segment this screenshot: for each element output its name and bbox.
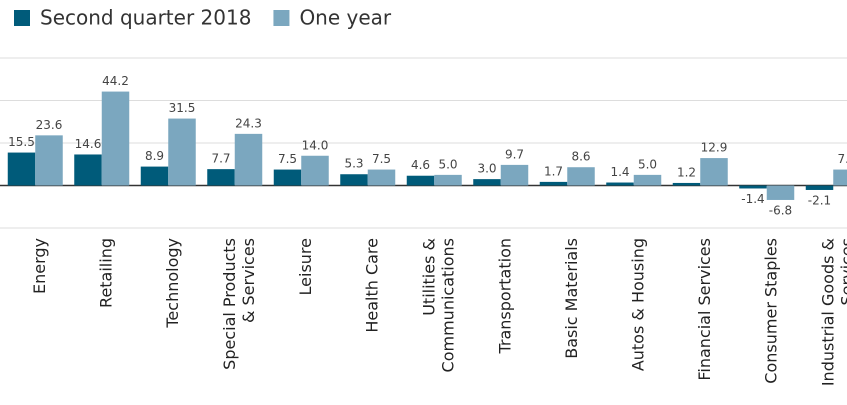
- bar: [473, 179, 501, 186]
- bar: [766, 185, 795, 200]
- bar: [101, 91, 130, 186]
- value-label: 24.3: [235, 116, 262, 130]
- value-label: 8.6: [571, 150, 590, 164]
- value-label: 14.6: [75, 137, 102, 151]
- x-tick-label: Autos & Housing: [628, 238, 647, 371]
- legend-swatch: [273, 10, 290, 26]
- value-label: 3.0: [477, 162, 496, 176]
- value-label: 14.0: [302, 138, 329, 152]
- x-tick-label: Services: [837, 238, 847, 305]
- bar: [833, 169, 847, 186]
- x-tick-label: Energy: [30, 238, 49, 294]
- x-tick-label: Technology: [163, 238, 182, 329]
- value-label: 7.5: [278, 152, 297, 166]
- value-label: 1.7: [544, 164, 563, 178]
- value-label: -2.1: [808, 193, 831, 207]
- value-label: -1.4: [741, 192, 764, 206]
- bar: [168, 118, 196, 186]
- bar: [739, 185, 767, 189]
- value-label: 5.0: [438, 157, 457, 171]
- bar: [7, 152, 36, 186]
- bar: [672, 182, 701, 186]
- value-label: 8.9: [145, 149, 164, 163]
- x-tick-label: Financial Services: [695, 238, 714, 381]
- value-label: 5.0: [638, 157, 657, 171]
- x-tick-label: Health Care: [362, 238, 381, 333]
- bar: [805, 185, 834, 190]
- x-tick-label: Leisure: [296, 238, 315, 295]
- legend-label: Second quarter 2018: [40, 6, 251, 30]
- bar: [700, 158, 728, 186]
- value-label: 12.9: [701, 141, 728, 155]
- bar: [207, 169, 235, 186]
- bar: [140, 166, 169, 186]
- x-tick-label: & Services: [239, 238, 258, 323]
- bar: [35, 135, 63, 186]
- bar: [434, 174, 462, 186]
- bar: [606, 182, 634, 186]
- bar: [406, 175, 435, 186]
- x-tick-label: Industrial Goods &: [818, 238, 837, 386]
- legend-label: One year: [299, 6, 391, 30]
- value-label: 31.5: [169, 101, 196, 115]
- value-label: 4.6: [411, 158, 430, 172]
- x-tick-label: Consumer Staples: [761, 238, 780, 384]
- x-tick-label: Utilities &: [419, 238, 438, 316]
- bar: [367, 169, 396, 186]
- x-tick-label: Basic Materials: [562, 238, 581, 359]
- bar: [567, 167, 595, 186]
- value-label: 7.5: [837, 152, 847, 166]
- value-label: 7.5: [372, 152, 391, 166]
- value-label: 23.6: [36, 118, 63, 132]
- bar: [74, 154, 102, 186]
- bar: [633, 174, 662, 186]
- value-label: 7.7: [211, 152, 230, 166]
- x-tick-label: Transportation: [495, 238, 514, 355]
- x-tick-label: Communications: [438, 238, 457, 372]
- value-label: 9.7: [505, 147, 524, 161]
- value-label: 44.2: [102, 74, 129, 88]
- bar: [340, 174, 368, 186]
- value-label: 15.5: [8, 135, 35, 149]
- bar: [539, 181, 568, 186]
- bar: [500, 164, 529, 186]
- value-label: 1.2: [677, 165, 696, 179]
- x-tick-label: Special Products: [220, 238, 239, 370]
- value-label: 1.4: [610, 165, 629, 179]
- bar: [301, 155, 329, 186]
- value-label: 5.3: [344, 157, 363, 171]
- bar: [273, 169, 302, 186]
- legend-swatch: [14, 10, 30, 26]
- value-label: -6.8: [769, 203, 792, 217]
- x-tick-label: Retailing: [96, 238, 115, 308]
- bar: [234, 133, 263, 186]
